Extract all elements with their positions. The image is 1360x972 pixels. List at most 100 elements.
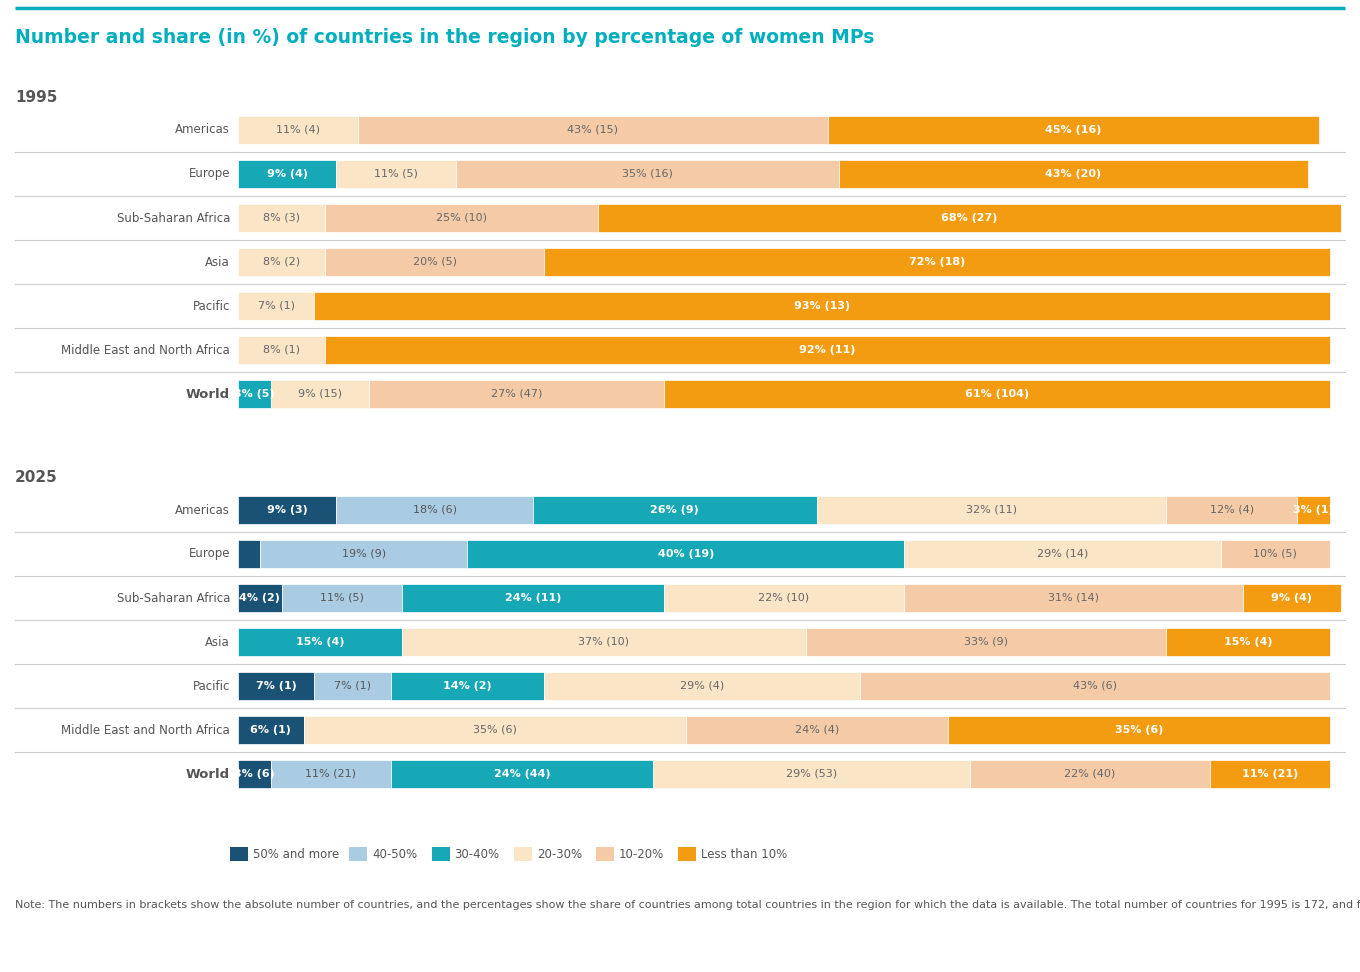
Text: Middle East and North Africa: Middle East and North Africa [61,343,230,357]
Bar [238,760,271,788]
Bar [238,336,325,364]
Text: 43% (6): 43% (6) [1073,681,1117,691]
Text: 20-30%: 20-30% [537,848,582,860]
Text: 26% (9): 26% (9) [650,505,699,515]
Bar [358,116,828,144]
Text: 15% (4): 15% (4) [1224,637,1273,647]
Text: 72% (18): 72% (18) [908,257,966,267]
Bar [271,760,390,788]
Text: 93% (13): 93% (13) [794,301,850,311]
Bar [596,847,613,861]
Text: 37% (10): 37% (10) [578,637,630,647]
Text: 1995: 1995 [15,90,57,105]
Text: 7% (1): 7% (1) [256,681,296,691]
Text: 45% (16): 45% (16) [1046,125,1102,135]
Text: 35% (16): 35% (16) [622,169,673,179]
Text: 8% (1): 8% (1) [264,345,301,355]
Bar [336,160,457,188]
Text: 50% and more: 50% and more [253,848,339,860]
Bar [238,628,401,656]
Text: 9% (15): 9% (15) [298,389,341,399]
Bar [514,847,532,861]
Text: Pacific: Pacific [193,679,230,692]
Text: 30-40%: 30-40% [454,848,499,860]
Text: 18% (6): 18% (6) [412,505,457,515]
Text: 40% (19): 40% (19) [657,549,714,559]
Bar [544,672,861,700]
Bar [238,540,260,568]
Text: 9% (3): 9% (3) [267,505,307,515]
Text: 3% (1): 3% (1) [1293,505,1334,515]
Bar [817,496,1167,524]
Text: 10% (5): 10% (5) [1254,549,1297,559]
Bar [390,672,544,700]
Text: 8% (3): 8% (3) [264,213,301,223]
Bar [685,716,948,744]
Text: 61% (104): 61% (104) [964,389,1030,399]
Text: 24% (4): 24% (4) [794,725,839,735]
Bar [325,204,598,232]
Bar [533,496,817,524]
Bar [457,160,839,188]
Text: 9% (4): 9% (4) [1272,593,1312,603]
Bar [238,248,325,276]
Text: Note: The numbers in brackets show the absolute number of countries, and the per: Note: The numbers in brackets show the a… [15,900,1360,910]
Text: Less than 10%: Less than 10% [702,848,787,860]
Bar [664,380,1330,408]
Bar [325,336,1330,364]
Text: 92% (11): 92% (11) [800,345,855,355]
Bar [314,292,1330,320]
Text: 14% (2): 14% (2) [443,681,491,691]
Text: 11% (4): 11% (4) [276,125,320,135]
Text: 11% (21): 11% (21) [1242,769,1297,779]
Bar [948,716,1330,744]
Bar [598,204,1341,232]
Bar [679,847,696,861]
Text: Americas: Americas [175,503,230,516]
Text: 35% (6): 35% (6) [1115,725,1163,735]
Bar [271,380,369,408]
Text: 3% (6): 3% (6) [234,769,275,779]
Text: 29% (53): 29% (53) [786,769,836,779]
Bar [970,760,1210,788]
Text: World: World [186,388,230,400]
Bar [861,672,1330,700]
Bar [238,204,325,232]
Bar [904,584,1243,612]
Bar [1210,760,1330,788]
Text: Asia: Asia [205,636,230,648]
Text: 12% (4): 12% (4) [1209,505,1254,515]
Text: Sub-Saharan Africa: Sub-Saharan Africa [117,212,230,225]
Bar [350,847,367,861]
Bar [401,628,806,656]
Text: 7% (1): 7% (1) [335,681,371,691]
Bar [1167,496,1297,524]
Bar [282,584,401,612]
Bar [238,584,282,612]
Text: 31% (14): 31% (14) [1049,593,1099,603]
Text: Americas: Americas [175,123,230,136]
Bar [828,116,1319,144]
Text: 68% (27): 68% (27) [941,213,998,223]
Text: 6% (1): 6% (1) [250,725,291,735]
Bar [238,496,336,524]
Bar [238,672,314,700]
Bar [238,160,336,188]
Bar [260,540,468,568]
Text: 43% (20): 43% (20) [1046,169,1102,179]
Bar [806,628,1166,656]
Bar [904,540,1221,568]
Text: 2025: 2025 [15,470,57,485]
Bar [390,760,653,788]
Text: 43% (15): 43% (15) [567,125,619,135]
Text: 8% (2): 8% (2) [262,257,301,267]
Text: 20% (5): 20% (5) [412,257,457,267]
Bar [238,116,358,144]
Bar [544,248,1330,276]
Bar [401,584,664,612]
Text: Middle East and North Africa: Middle East and North Africa [61,723,230,737]
Text: Sub-Saharan Africa: Sub-Saharan Africa [117,592,230,605]
Text: Europe: Europe [189,167,230,181]
Text: 33% (9): 33% (9) [964,637,1008,647]
Text: 27% (47): 27% (47) [491,389,543,399]
